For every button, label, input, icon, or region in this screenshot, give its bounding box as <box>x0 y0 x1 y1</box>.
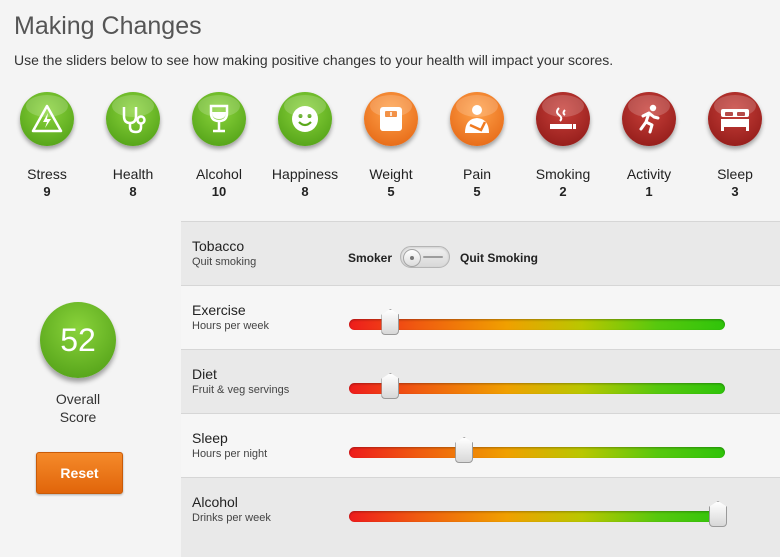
row-subtitle: Fruit & veg servings <box>192 384 290 396</box>
page-subtitle: Use the sliders below to see how making … <box>14 52 614 68</box>
metric-value: 3 <box>731 184 739 199</box>
metric-label: Activity <box>626 166 672 182</box>
exercise-slider-track[interactable] <box>349 309 725 335</box>
page-title: Making Changes <box>14 12 202 40</box>
overall-score-label: Overall Score <box>38 390 118 426</box>
alcohol-slider-track[interactable] <box>349 501 727 527</box>
metric-value: 8 <box>129 184 137 199</box>
happiness-badge <box>278 92 332 146</box>
diet-slider-track[interactable] <box>349 373 725 399</box>
row-subtitle: Hours per week <box>192 320 270 332</box>
row-diet: Diet Fruit & veg servings <box>181 349 780 414</box>
smiley-face-icon <box>292 106 318 132</box>
metric-label: Sleep <box>717 166 753 182</box>
row-sleep: Sleep Hours per night <box>181 413 780 478</box>
sleep-slider-track[interactable] <box>349 437 725 463</box>
alcohol-badge <box>192 92 246 146</box>
wine-glass-icon <box>209 104 229 133</box>
row-title: Exercise <box>192 302 246 318</box>
activity-badge <box>622 92 676 146</box>
stress-badge <box>20 92 74 146</box>
controls-panel: Tobacco Quit smoking Smoker Quit Smoking… <box>181 221 780 557</box>
metric-value: 5 <box>387 184 395 199</box>
sleep-slider-thumb[interactable] <box>455 437 474 463</box>
warning-triangle-icon <box>31 104 63 133</box>
row-subtitle: Quit smoking <box>192 256 257 268</box>
row-title: Sleep <box>192 430 228 446</box>
reset-button[interactable]: Reset <box>36 452 123 494</box>
metric-label: Weight <box>369 166 413 182</box>
bed-icon <box>721 109 749 131</box>
overall-score-badge: 52 <box>40 302 116 378</box>
row-title: Alcohol <box>192 494 238 510</box>
metric-happiness[interactable]: Happiness 8 <box>262 90 348 199</box>
exercise-slider-thumb[interactable] <box>381 309 400 335</box>
metric-value: 2 <box>559 184 567 199</box>
sleep-badge <box>708 92 762 146</box>
metric-health[interactable]: Health 8 <box>90 90 176 199</box>
smoking-toggle[interactable] <box>400 246 450 268</box>
health-badge <box>106 92 160 146</box>
weight-badge <box>364 92 418 146</box>
metric-alcohol[interactable]: Alcohol 10 <box>176 90 262 199</box>
metric-label: Stress <box>27 166 67 182</box>
metric-smoking[interactable]: Smoking 2 <box>520 90 606 199</box>
row-title: Diet <box>192 366 217 382</box>
metric-label: Health <box>112 166 154 182</box>
row-exercise: Exercise Hours per week <box>181 285 780 350</box>
pain-badge <box>450 92 504 146</box>
metric-label: Smoking <box>535 166 591 182</box>
metrics-row: Stress 9 Health 8 Alcohol 10 Happiness 8… <box>4 90 780 205</box>
row-alcohol: Alcohol Drinks per week <box>181 477 780 557</box>
overall-score-label-line1: Overall <box>55 391 101 407</box>
metric-value: 10 <box>211 184 227 199</box>
running-person-icon <box>639 104 660 134</box>
row-title: Tobacco <box>192 238 245 254</box>
arm-sling-icon <box>465 105 489 133</box>
metric-value: 1 <box>645 184 653 199</box>
overall-score-label-line2: Score <box>59 409 97 425</box>
metric-value: 8 <box>301 184 309 199</box>
toggle-track-line <box>423 256 443 258</box>
row-subtitle: Hours per night <box>192 448 268 460</box>
metric-value: 5 <box>473 184 481 199</box>
alcohol-slider-thumb[interactable] <box>709 501 727 527</box>
metric-stress[interactable]: Stress 9 <box>4 90 90 199</box>
metric-weight[interactable]: Weight 5 <box>348 90 434 199</box>
diet-slider-thumb[interactable] <box>381 373 400 399</box>
toggle-on-label: Quit Smoking <box>460 251 538 265</box>
smoking-badge <box>536 92 590 146</box>
metric-value: 9 <box>43 184 51 199</box>
metric-label: Alcohol <box>196 166 242 182</box>
metric-label: Happiness <box>271 166 339 182</box>
metric-label: Pain <box>462 166 492 182</box>
stethoscope-icon <box>122 107 146 134</box>
row-subtitle: Drinks per week <box>192 512 271 524</box>
scale-icon <box>380 107 402 131</box>
row-tobacco: Tobacco Quit smoking Smoker Quit Smoking <box>181 221 780 286</box>
toggle-off-label: Smoker <box>348 251 393 265</box>
toggle-knob[interactable] <box>403 249 421 267</box>
metric-pain[interactable]: Pain 5 <box>434 90 520 199</box>
overall-score: 52 Overall Score <box>38 302 118 425</box>
metric-sleep[interactable]: Sleep 3 <box>692 90 778 199</box>
cigarette-icon <box>550 107 576 129</box>
metric-activity[interactable]: Activity 1 <box>606 90 692 199</box>
